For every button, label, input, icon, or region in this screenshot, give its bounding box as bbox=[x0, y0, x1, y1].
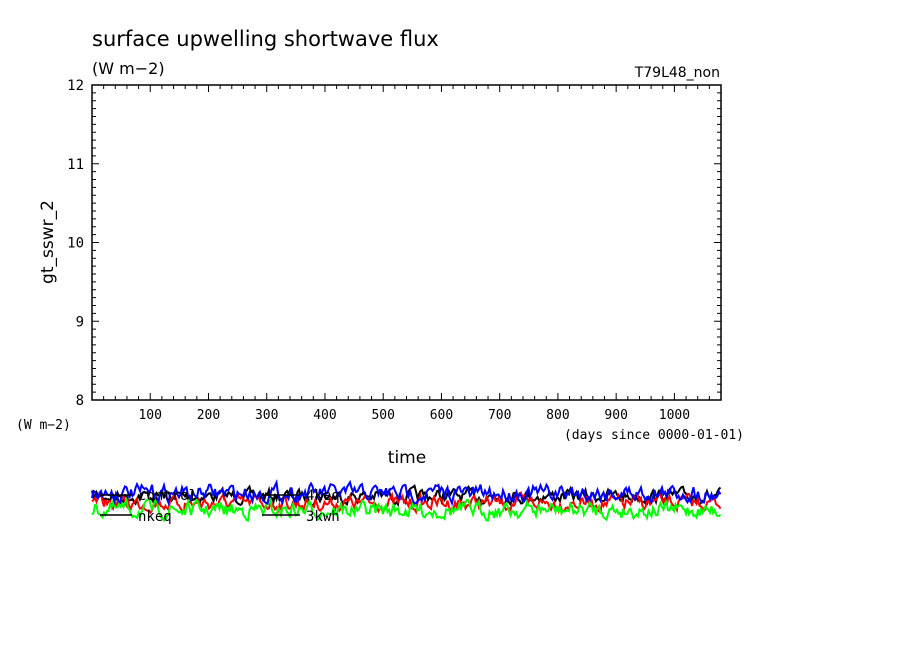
plot-frame bbox=[91, 84, 722, 401]
legend-label: nkeq bbox=[138, 509, 172, 525]
legend-label: control bbox=[138, 488, 197, 504]
x-tick-label: 700 bbox=[488, 408, 511, 423]
chart-title: surface upwelling shortwave flux bbox=[92, 27, 439, 51]
x-tick-label: 200 bbox=[197, 408, 220, 423]
series-lines bbox=[91, 478, 722, 522]
legend-label: 4keq bbox=[306, 488, 340, 504]
x-tick-label: 600 bbox=[430, 408, 453, 423]
x-tick-label: 100 bbox=[138, 408, 161, 423]
chart-units: (W m−2) bbox=[92, 59, 165, 78]
x-tick-label: 1000 bbox=[659, 408, 690, 423]
legend-label: 3kwh bbox=[306, 509, 340, 525]
run-label: T79L48_non bbox=[634, 65, 720, 81]
x-axis-label: time bbox=[388, 448, 426, 468]
y-tick-label: 12 bbox=[67, 78, 84, 94]
x-tick-label: 800 bbox=[546, 408, 569, 423]
legend: control nkeq 4keq 3kwh bbox=[100, 488, 340, 525]
y-tick-label: 10 bbox=[67, 236, 84, 252]
x-tick-label: 300 bbox=[255, 408, 278, 423]
axis-ticks bbox=[92, 85, 721, 400]
series-line-4keq bbox=[91, 496, 722, 522]
y-axis-label: gt_sswr_2 bbox=[38, 200, 58, 284]
x-tick-label: 500 bbox=[371, 408, 394, 423]
y-tick-label: 8 bbox=[76, 393, 84, 409]
y-tick-label: 11 bbox=[67, 157, 84, 173]
x-tick-label: 400 bbox=[313, 408, 336, 423]
series-line-3kwh bbox=[91, 478, 722, 507]
x-axis-units: (days since 0000-01-01) bbox=[564, 428, 744, 443]
y-tick-label: 9 bbox=[76, 314, 84, 330]
y-axis-units: (W m−2) bbox=[16, 418, 71, 433]
x-tick-label: 900 bbox=[604, 408, 627, 423]
tick-labels: 100 200 300 400 500 600 700 800 900 1000 8 9 10 11 12 bbox=[67, 78, 690, 423]
